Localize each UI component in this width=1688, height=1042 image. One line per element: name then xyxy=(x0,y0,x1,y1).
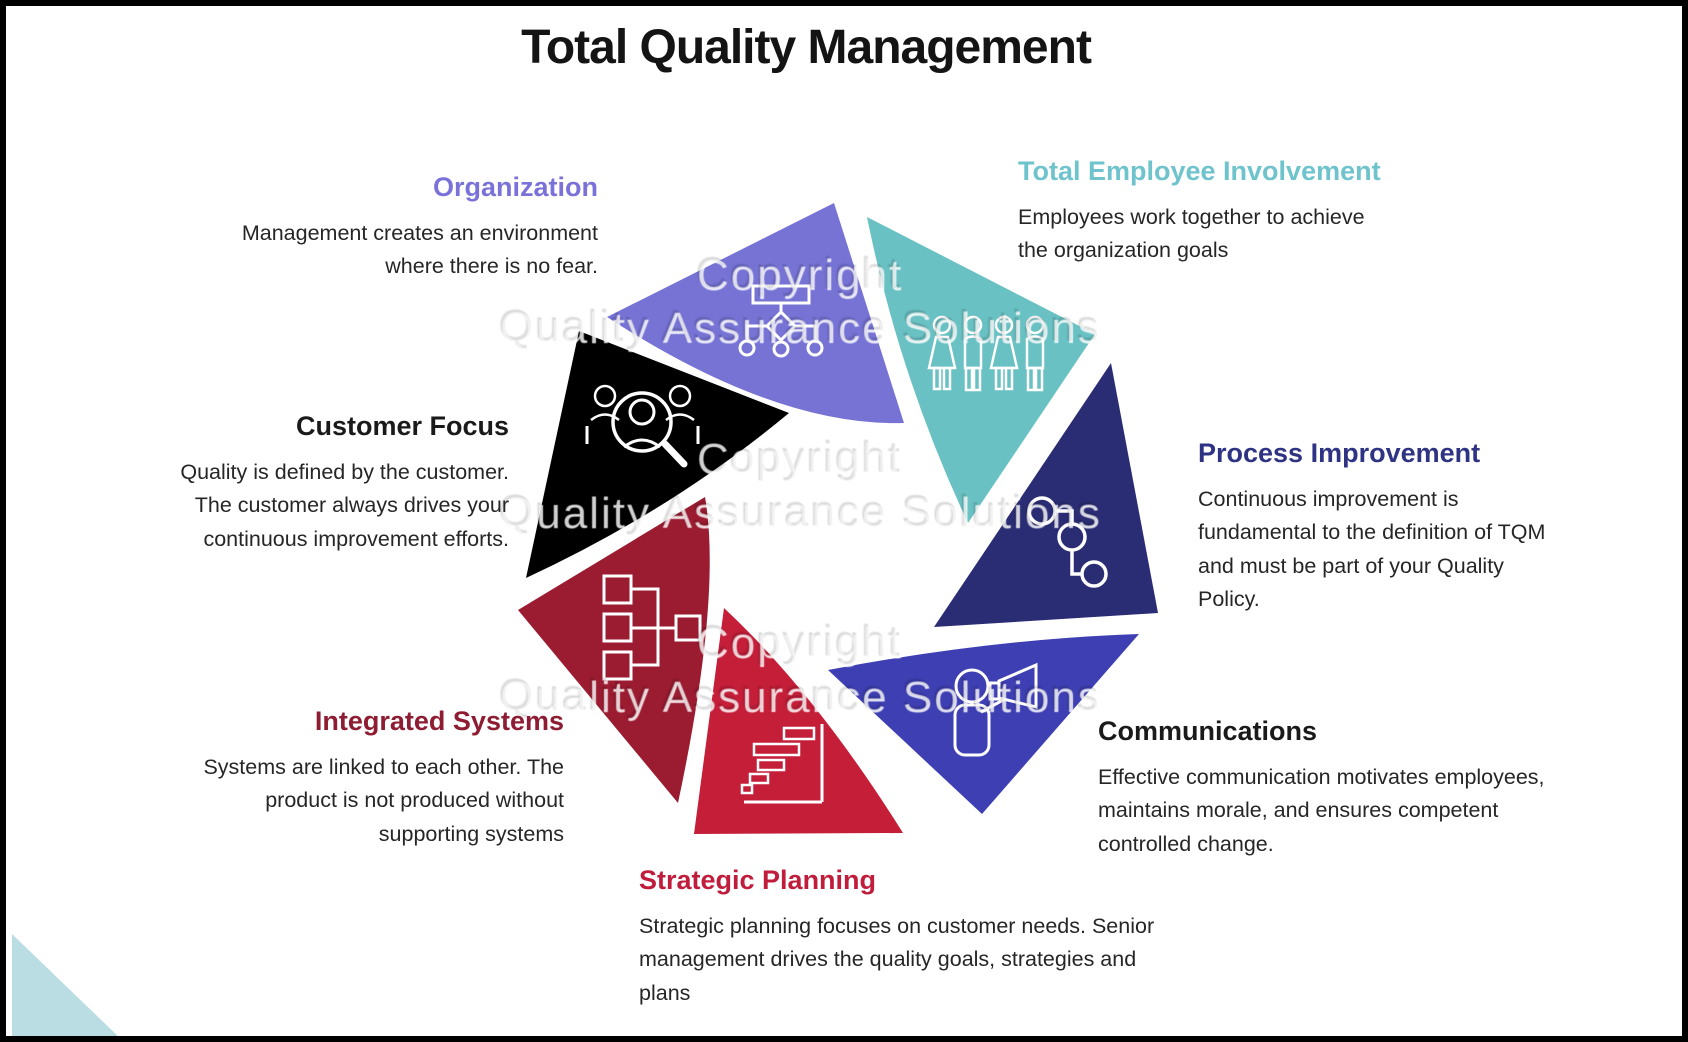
section-text-line: the organization goals xyxy=(1018,238,1229,263)
section-text-line: where there is no fear. xyxy=(385,254,598,279)
section-text-line: Strategic planning focuses on customer n… xyxy=(639,914,1155,938)
section-text-line: continuous improvement efforts. xyxy=(203,526,509,551)
blade-process-improvement xyxy=(934,363,1158,627)
section-heading: Process Improvement xyxy=(1198,438,1481,468)
process-flow-icon xyxy=(1027,496,1108,588)
blade-strategic-planning xyxy=(694,608,903,834)
blade-communications xyxy=(828,634,1139,814)
blade-customer-focus xyxy=(526,331,789,578)
blade-integrated-systems xyxy=(518,497,710,803)
section-strategic-planning: Strategic Planning Strategic planning fo… xyxy=(639,865,1155,1010)
page-title: Total Quality Management xyxy=(521,21,1092,74)
section-text-line: maintains morale, and ensures competent xyxy=(1098,798,1499,823)
megaphone-icon xyxy=(953,662,1038,757)
section-process-improvement: Process Improvement Continuous improveme… xyxy=(1198,438,1618,617)
org-chart-icon xyxy=(738,284,824,358)
integration-icon xyxy=(602,574,702,681)
section-text-line: plans xyxy=(639,980,691,1005)
corner-accent-triangle xyxy=(12,934,118,1036)
section-text-line: supporting systems xyxy=(378,821,564,846)
section-total-employee-involvement: Total Employee Involvement Employees wor… xyxy=(1018,156,1458,268)
tqm-pinwheel-diagram xyxy=(12,203,1158,1036)
section-text-line: Continuous improvement is xyxy=(1198,487,1459,511)
gantt-chart-icon xyxy=(740,724,824,804)
section-heading: Strategic Planning xyxy=(639,865,877,895)
section-text-line: Effective communication motivates employ… xyxy=(1098,765,1545,789)
section-text-line: and must be part of your Quality xyxy=(1198,553,1504,578)
section-organization: Organization Management creates an envir… xyxy=(236,172,598,284)
section-text-line: fundamental to the definition of TQM xyxy=(1198,520,1546,545)
section-text-line: Management creates an environment xyxy=(241,221,598,245)
section-text-line: Systems are linked to each other. The xyxy=(203,755,564,779)
section-heading: Communications xyxy=(1098,716,1318,746)
section-customer-focus: Customer Focus Quality is defined by the… xyxy=(101,411,509,556)
section-text-line: Quality is defined by the customer. xyxy=(180,460,509,484)
section-text-line: controlled change. xyxy=(1098,831,1274,856)
customer-search-icon xyxy=(585,384,700,468)
section-heading: Customer Focus xyxy=(295,411,509,441)
blade-organization xyxy=(607,203,904,424)
section-integrated-systems: Integrated Systems Systems are linked to… xyxy=(156,706,564,851)
section-text-line: The customer always drives your xyxy=(194,493,509,518)
section-text-line: product is not produced without xyxy=(265,788,564,813)
section-heading: Organization xyxy=(432,172,598,202)
section-text-line: management drives the quality goals, str… xyxy=(639,947,1137,972)
section-text-line: Policy. xyxy=(1198,587,1260,612)
section-communications: Communications Effective communication m… xyxy=(1098,716,1558,861)
section-heading: Integrated Systems xyxy=(314,706,564,736)
employees-icon xyxy=(927,315,1045,392)
section-text-line: Employees work together to achieve xyxy=(1018,205,1365,229)
section-heading: Total Employee Involvement xyxy=(1018,156,1381,186)
